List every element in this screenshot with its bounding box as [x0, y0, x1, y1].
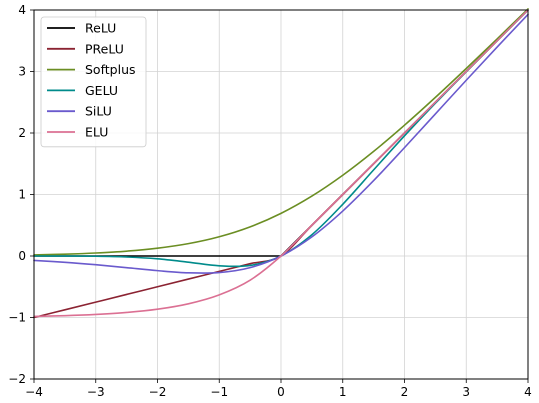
y-tick-label: 4 — [18, 3, 26, 17]
series-line-softplus — [33, 8, 529, 256]
y-tick-label: 2 — [18, 126, 26, 140]
x-tick-label: −1 — [210, 385, 228, 399]
legend-label-gelu: GELU — [85, 83, 118, 98]
x-tick-label: 0 — [277, 385, 285, 399]
y-tick-label: −1 — [8, 311, 26, 325]
axis-ticks: −4 −3 −2 −1 0 1 2 3 4 −2 −1 0 1 2 3 4 — [8, 3, 532, 399]
series-lines — [33, 8, 529, 319]
y-tick-label: −2 — [8, 372, 26, 386]
y-tick-label: 0 — [18, 249, 26, 263]
x-tick-label: −4 — [25, 385, 43, 399]
y-tick-label: 1 — [18, 188, 26, 202]
x-tick-label: 3 — [462, 385, 470, 399]
legend-label-silu: SiLU — [85, 104, 112, 119]
x-tick-label: 2 — [401, 385, 409, 399]
x-tick-label: 4 — [524, 385, 532, 399]
legend-label-relu: ReLU — [85, 21, 116, 36]
x-tick-label: 1 — [339, 385, 347, 399]
x-tick-label: −2 — [149, 385, 167, 399]
legend-label-softplus: Softplus — [85, 62, 136, 77]
x-tick-label: −3 — [87, 385, 105, 399]
legend: ReLU PReLU Softplus GELU SiLU ELU — [40, 16, 147, 148]
legend-label-elu: ELU — [85, 125, 108, 140]
legend-label-prelu: PReLU — [85, 41, 124, 56]
y-tick-label: 3 — [18, 65, 26, 79]
series-line-elu — [33, 9, 529, 318]
